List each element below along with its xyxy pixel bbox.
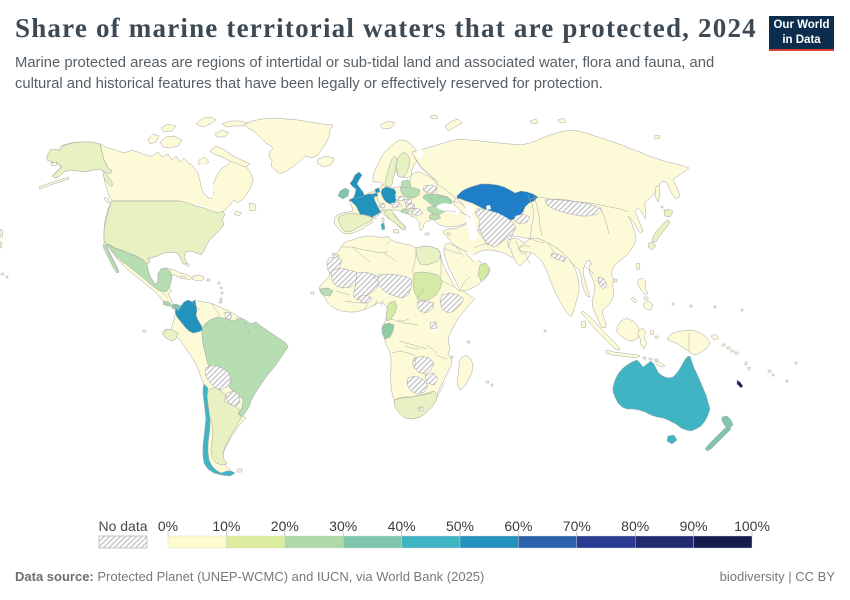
- svg-text:70%: 70%: [563, 518, 591, 534]
- svg-text:No data: No data: [98, 518, 147, 534]
- svg-text:0%: 0%: [158, 518, 178, 534]
- svg-text:50%: 50%: [446, 518, 474, 534]
- svg-text:60%: 60%: [504, 518, 532, 534]
- svg-text:20%: 20%: [271, 518, 299, 534]
- svg-text:40%: 40%: [388, 518, 416, 534]
- svg-text:30%: 30%: [329, 518, 357, 534]
- svg-text:90%: 90%: [680, 518, 708, 534]
- svg-text:100%: 100%: [734, 518, 770, 534]
- svg-text:10%: 10%: [212, 518, 240, 534]
- svg-text:80%: 80%: [621, 518, 649, 534]
